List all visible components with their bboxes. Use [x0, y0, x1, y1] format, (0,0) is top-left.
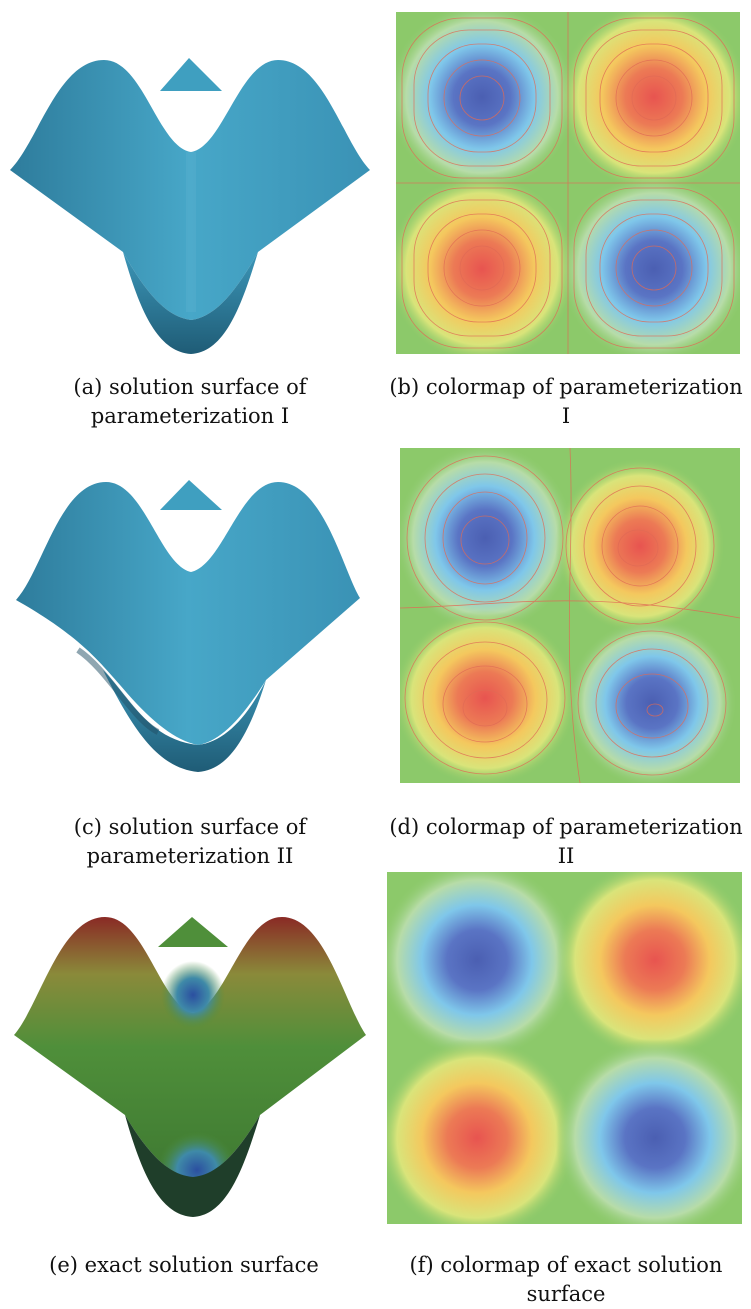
surface-plot-e: [14, 917, 366, 1217]
caption-a: (a) solution surface of parameterization…: [73, 375, 307, 428]
caption-b: (b) colormap of parameterization I: [389, 375, 743, 428]
panel-e-surface: [10, 905, 372, 1220]
contour-map-d: [400, 448, 740, 783]
panel-a-surface: [8, 52, 370, 357]
surface-plot-c: [16, 480, 360, 772]
caption-c: (c) solution surface of parameterization…: [73, 815, 307, 868]
panel-c-surface: [8, 470, 370, 775]
panel-d-colormap: [400, 448, 740, 783]
caption-d: (d) colormap of parameterization II: [389, 815, 743, 868]
contour-map-b: [396, 12, 740, 354]
caption-f: (f) colormap of exact solution surface: [409, 1253, 723, 1306]
surface-plot-a: [10, 58, 370, 354]
panel-b-colormap: [396, 12, 740, 354]
smooth-colormap-f: [387, 872, 742, 1224]
panel-f-colormap: [387, 872, 742, 1224]
caption-e: (e) exact solution surface: [49, 1253, 319, 1277]
